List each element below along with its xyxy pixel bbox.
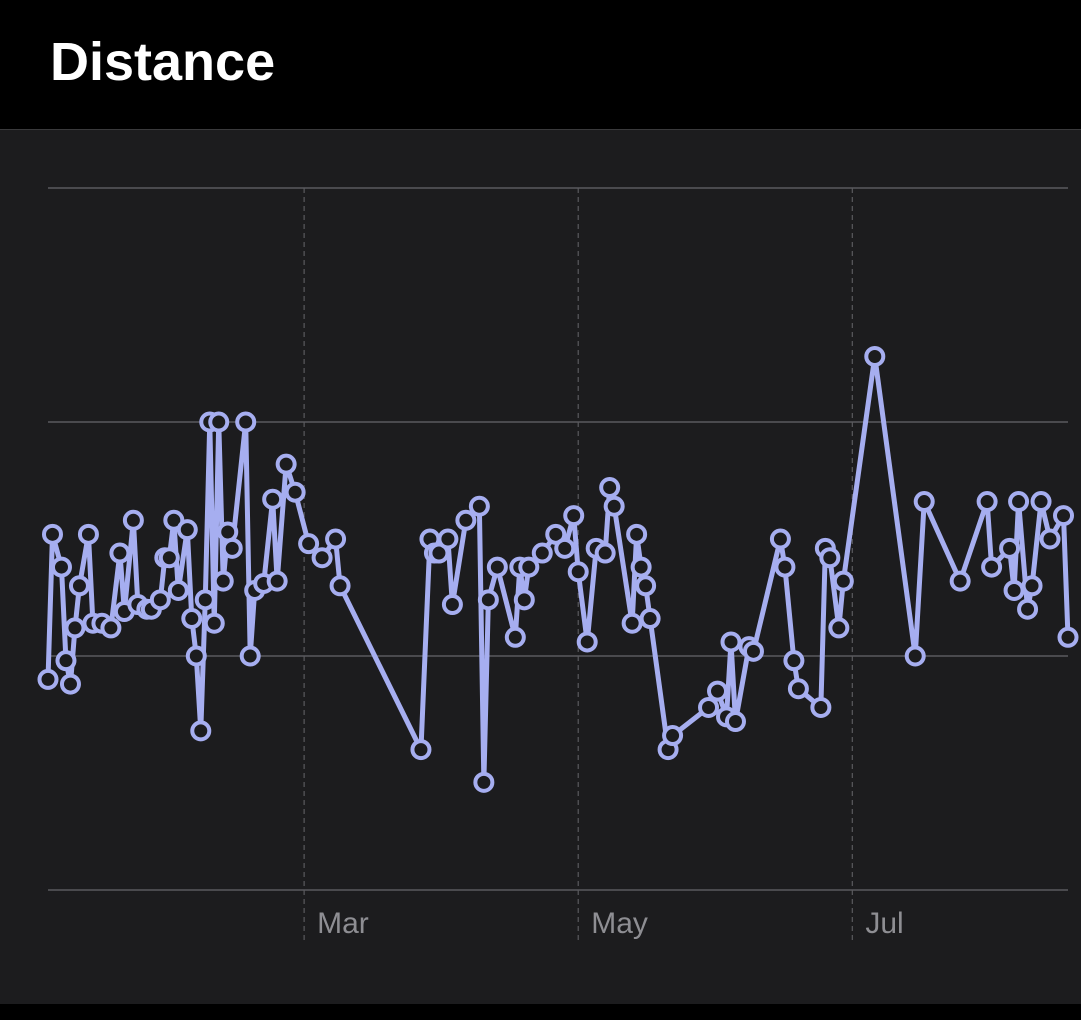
point bbox=[828, 617, 850, 639]
point bbox=[176, 519, 198, 541]
point bbox=[221, 537, 243, 559]
point bbox=[50, 556, 72, 578]
point bbox=[235, 411, 257, 433]
point bbox=[783, 650, 805, 672]
point bbox=[630, 556, 652, 578]
point bbox=[284, 481, 306, 503]
point bbox=[158, 547, 180, 569]
point bbox=[662, 725, 684, 747]
point bbox=[275, 453, 297, 475]
point bbox=[720, 631, 742, 653]
point bbox=[325, 528, 347, 550]
point bbox=[603, 495, 625, 517]
x-tick-label: May bbox=[591, 907, 648, 940]
point bbox=[441, 594, 463, 616]
x-tick-label: Jul bbox=[865, 907, 903, 940]
point bbox=[100, 617, 122, 639]
point bbox=[68, 575, 90, 597]
point bbox=[504, 626, 526, 648]
point bbox=[639, 608, 661, 630]
point bbox=[594, 542, 616, 564]
point bbox=[567, 561, 589, 583]
point bbox=[486, 556, 508, 578]
point bbox=[55, 650, 77, 672]
point bbox=[1017, 598, 1039, 620]
point bbox=[635, 575, 657, 597]
point bbox=[167, 579, 189, 601]
point bbox=[41, 523, 63, 545]
point bbox=[599, 477, 621, 499]
point bbox=[949, 570, 971, 592]
point bbox=[1008, 491, 1030, 513]
point bbox=[787, 678, 809, 700]
point bbox=[163, 509, 185, 531]
point bbox=[976, 491, 998, 513]
point bbox=[626, 523, 648, 545]
point bbox=[122, 509, 144, 531]
point bbox=[769, 528, 791, 550]
point bbox=[266, 570, 288, 592]
point bbox=[531, 542, 553, 564]
point bbox=[455, 509, 477, 531]
point bbox=[109, 542, 131, 564]
point bbox=[64, 617, 86, 639]
chart-title: Distance bbox=[50, 32, 275, 92]
point bbox=[208, 411, 230, 433]
point bbox=[190, 720, 212, 742]
point bbox=[1039, 528, 1061, 550]
point bbox=[832, 570, 854, 592]
point bbox=[563, 505, 585, 527]
point bbox=[724, 711, 746, 733]
point bbox=[59, 673, 81, 695]
point bbox=[707, 680, 729, 702]
point bbox=[437, 528, 459, 550]
point bbox=[819, 547, 841, 569]
point bbox=[410, 739, 432, 761]
point bbox=[194, 589, 216, 611]
point bbox=[742, 640, 764, 662]
point bbox=[518, 556, 540, 578]
point bbox=[212, 570, 234, 592]
point bbox=[149, 589, 171, 611]
point bbox=[981, 556, 1003, 578]
point bbox=[298, 533, 320, 555]
point bbox=[1030, 491, 1052, 513]
point bbox=[999, 537, 1021, 559]
point bbox=[1053, 505, 1075, 527]
point bbox=[904, 645, 926, 667]
point bbox=[428, 542, 450, 564]
point bbox=[185, 645, 207, 667]
point bbox=[864, 345, 886, 367]
point bbox=[217, 521, 239, 543]
point bbox=[329, 575, 351, 597]
point bbox=[698, 696, 720, 718]
point bbox=[468, 495, 490, 517]
point bbox=[554, 537, 576, 559]
point bbox=[239, 645, 261, 667]
point bbox=[1057, 626, 1079, 648]
point bbox=[262, 488, 284, 510]
point bbox=[311, 547, 333, 569]
point bbox=[1021, 575, 1043, 597]
point bbox=[181, 608, 203, 630]
point bbox=[203, 612, 225, 634]
point bbox=[77, 523, 99, 545]
point bbox=[810, 696, 832, 718]
point bbox=[913, 491, 935, 513]
point bbox=[473, 771, 495, 793]
point bbox=[1003, 579, 1025, 601]
point bbox=[621, 612, 643, 634]
point bbox=[37, 668, 59, 690]
point bbox=[513, 589, 535, 611]
x-tick-label: Mar bbox=[317, 907, 369, 940]
point bbox=[477, 589, 499, 611]
point bbox=[576, 631, 598, 653]
point bbox=[545, 523, 567, 545]
point bbox=[774, 556, 796, 578]
